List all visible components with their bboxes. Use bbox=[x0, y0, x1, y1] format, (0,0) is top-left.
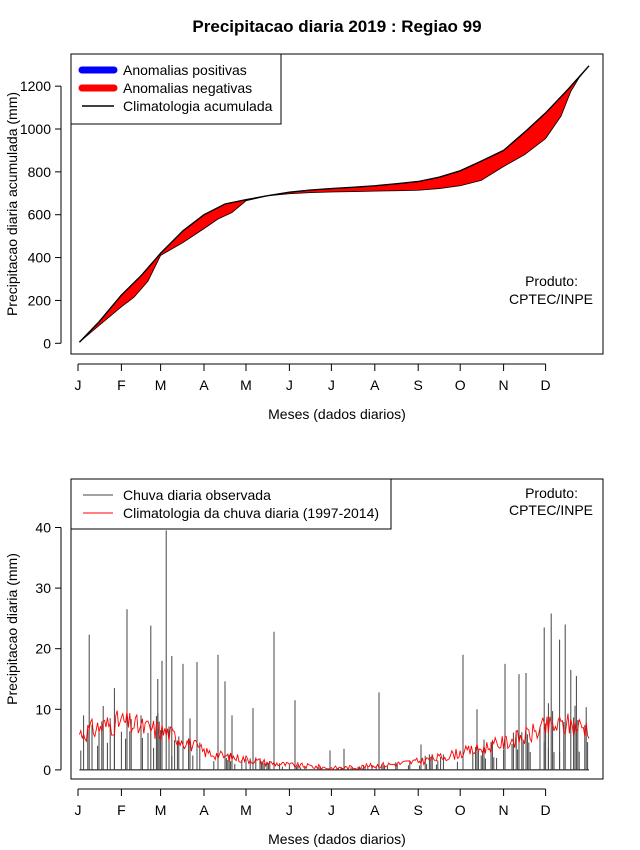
top-y-tick-label: 200 bbox=[28, 292, 52, 308]
legend-label-clim-daily: Climatologia da chuva diaria (1997-2014) bbox=[123, 505, 379, 521]
top-y-tick-label: 1000 bbox=[20, 121, 51, 137]
top-y-axis: 0 200 400 600 800 1000 1200 bbox=[20, 78, 62, 351]
top-x-tick-label: J bbox=[75, 377, 82, 393]
bottom-x-tick-label: S bbox=[414, 802, 423, 818]
bottom-y-axis: 0 10 20 30 40 bbox=[35, 519, 62, 778]
bottom-y-tick-label: 10 bbox=[35, 701, 51, 717]
climatology-accumulated-line bbox=[78, 65, 590, 343]
top-x-tick-label: J bbox=[286, 377, 293, 393]
legend-label-climatology: Climatologia acumulada bbox=[123, 98, 273, 114]
bottom-y-tick-label: 20 bbox=[35, 641, 51, 657]
bottom-credit-line1: Produto: bbox=[525, 485, 578, 501]
top-y-tick-label: 0 bbox=[43, 335, 51, 351]
bottom-x-axis-label: Meses (dados diarios) bbox=[268, 831, 406, 847]
bottom-bar-layer bbox=[79, 530, 589, 771]
top-legend: Anomalias positivas Anomalias negativas … bbox=[70, 53, 282, 125]
bottom-x-tick-label: F bbox=[117, 802, 126, 818]
top-line-layer bbox=[78, 65, 590, 343]
bottom-y-axis-label: Precipitacao diaria (mm) bbox=[4, 553, 20, 705]
top-x-tick-label: D bbox=[541, 377, 551, 393]
top-x-axis-label: Meses (dados diarios) bbox=[268, 406, 406, 422]
climatology-daily-line bbox=[78, 710, 590, 771]
observed-accumulated-line bbox=[79, 65, 590, 343]
top-x-tick-label: A bbox=[199, 377, 209, 393]
bottom-x-tick-label: M bbox=[155, 802, 167, 818]
bottom-y-tick-label: 0 bbox=[43, 762, 51, 778]
top-x-tick-label: N bbox=[499, 377, 509, 393]
chart-title: Precipitacao diaria 2019 : Regiao 99 bbox=[192, 17, 481, 36]
legend-label-positive: Anomalias positivas bbox=[123, 62, 247, 78]
bottom-x-tick-label: J bbox=[286, 802, 293, 818]
top-y-tick-label: 800 bbox=[28, 164, 52, 180]
bottom-x-tick-label: M bbox=[240, 802, 252, 818]
bottom-x-tick-label: D bbox=[541, 802, 551, 818]
top-x-tick-label: A bbox=[370, 377, 380, 393]
bottom-legend-box bbox=[70, 478, 392, 530]
top-x-tick-label: F bbox=[117, 377, 126, 393]
legend-label-observed: Chuva diaria observada bbox=[123, 487, 271, 503]
top-credit-line2: CPTEC/INPE bbox=[509, 291, 593, 307]
daily-chart: 0 10 20 30 40 J F M A M J J A S O N D Meses (dados diar… bbox=[4, 478, 604, 847]
accumulated-chart: 0 200 400 600 800 1000 1200 J F M A M J J A S O N D Meses… bbox=[4, 53, 604, 422]
bottom-legend: Chuva diaria observada Climatologia da c… bbox=[70, 478, 392, 530]
top-y-tick-label: 600 bbox=[28, 207, 52, 223]
bottom-y-tick-label: 30 bbox=[35, 580, 51, 596]
top-x-tick-label: S bbox=[414, 377, 423, 393]
bottom-x-tick-label: N bbox=[499, 802, 509, 818]
bottom-y-tick-label: 40 bbox=[35, 519, 51, 535]
bottom-x-tick-label: O bbox=[455, 802, 466, 818]
top-x-tick-label: M bbox=[240, 377, 252, 393]
top-y-axis-label: Precipitacao diaria acumulada (mm) bbox=[4, 92, 20, 316]
bottom-x-tick-label: J bbox=[328, 802, 335, 818]
top-credit-line1: Produto: bbox=[525, 273, 578, 289]
top-plot-frame bbox=[70, 53, 604, 355]
top-x-tick-label: J bbox=[328, 377, 335, 393]
bottom-line-layer bbox=[78, 710, 590, 771]
bottom-credit-line2: CPTEC/INPE bbox=[509, 502, 593, 518]
top-y-tick-label: 400 bbox=[28, 250, 52, 266]
top-y-tick-label: 1200 bbox=[20, 78, 51, 94]
top-x-tick-label: M bbox=[155, 377, 167, 393]
bottom-x-tick-label: A bbox=[199, 802, 209, 818]
bottom-x-tick-label: J bbox=[75, 802, 82, 818]
bottom-x-tick-label: A bbox=[370, 802, 380, 818]
legend-label-negative: Anomalias negativas bbox=[123, 80, 252, 96]
top-x-tick-label: O bbox=[455, 377, 466, 393]
